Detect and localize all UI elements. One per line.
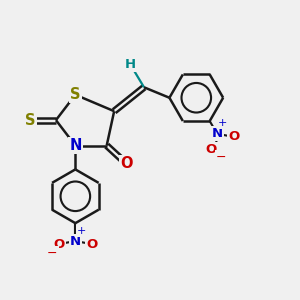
Text: S: S: [70, 87, 81, 102]
Text: −: −: [216, 151, 226, 164]
Text: H: H: [125, 58, 136, 71]
Text: N: N: [70, 235, 81, 248]
Text: N: N: [212, 127, 223, 140]
Text: −: −: [47, 247, 58, 260]
Text: +: +: [76, 226, 86, 236]
Text: O: O: [120, 156, 132, 171]
Text: S: S: [25, 112, 36, 128]
Text: +: +: [218, 118, 227, 128]
Text: O: O: [206, 143, 217, 156]
Text: O: O: [228, 130, 239, 143]
Text: N: N: [69, 138, 82, 153]
Text: O: O: [86, 238, 98, 250]
Text: O: O: [53, 238, 64, 250]
